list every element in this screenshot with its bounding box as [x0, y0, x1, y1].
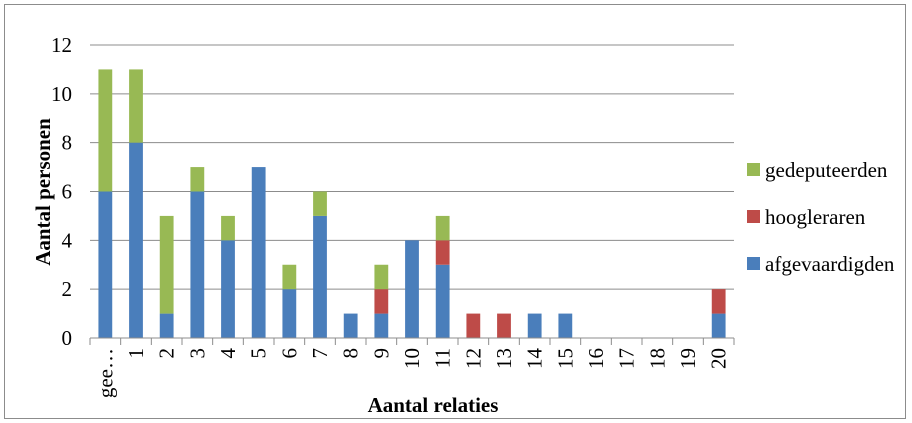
- y-tick-label: 0: [62, 326, 73, 350]
- y-tick-label: 8: [62, 131, 73, 155]
- bars: [98, 69, 726, 338]
- y-tick-label: 10: [51, 82, 72, 106]
- bar-gedeputeerden-9: [374, 264, 389, 290]
- bar-afgevaardigden-11: [435, 264, 450, 338]
- x-tick-label: 16: [584, 348, 608, 369]
- x-tick-label: 5: [247, 348, 271, 359]
- x-tick-label: 7: [308, 348, 332, 359]
- x-axis-title: Aantal relaties: [368, 393, 499, 417]
- y-tick-label: 12: [51, 33, 72, 57]
- x-tick-label: 12: [461, 348, 485, 369]
- x-tick-label: 15: [553, 348, 577, 369]
- bar-afgevaardigden-14: [527, 313, 542, 338]
- bar-gedeputeerden-3: [190, 167, 205, 192]
- bar-afgevaardigden-2: [159, 313, 174, 338]
- bar-afgevaardigden-6: [282, 289, 297, 338]
- legend-swatch-hoogleraren: [747, 210, 760, 223]
- x-tick-label: gee…: [93, 348, 117, 398]
- x-tick-label: 6: [277, 348, 301, 359]
- bar-afgevaardigden-10: [405, 240, 419, 338]
- x-tick-label: 18: [645, 348, 669, 369]
- legend-label-gedeputeerden: gedeputeerden: [765, 158, 888, 182]
- x-tick-label: 20: [707, 348, 731, 369]
- bar-afgevaardigden-20: [711, 313, 726, 338]
- legend-label-hoogleraren: hoogleraren: [765, 205, 866, 229]
- bar-gedeputeerden-gee…: [98, 69, 113, 192]
- bar-gedeputeerden-1: [129, 69, 143, 143]
- x-tick-label: 11: [431, 348, 455, 368]
- x-tick-label: 8: [339, 348, 363, 359]
- x-tick-label: 13: [492, 348, 516, 369]
- x-tick-label: 9: [369, 348, 393, 359]
- bar-gedeputeerden-4: [221, 215, 235, 241]
- x-tick-labels: gee… 1 2 3 4 5 6 7 8 9 10 11 12 13 14 15 16 17 18 19 20: [93, 348, 730, 399]
- bar-hoogleraren-11: [435, 240, 450, 265]
- x-tick-label: 3: [185, 348, 209, 359]
- y-tick-label: 4: [62, 228, 73, 252]
- bar-afgevaardigden-15: [558, 313, 573, 338]
- legend-swatch-afgevaardigden: [747, 257, 760, 270]
- bar-afgevaardigden-7: [313, 215, 327, 338]
- bar-afgevaardigden-3: [190, 191, 205, 338]
- bar-gedeputeerden-11: [435, 215, 450, 241]
- bar-hoogleraren-9: [374, 289, 389, 314]
- bar-afgevaardigden-1: [129, 142, 143, 338]
- x-tick-label: 17: [615, 348, 639, 369]
- bar-afgevaardigden-8: [343, 313, 358, 338]
- bar-afgevaardigden-5: [251, 167, 266, 338]
- axes: [89, 337, 735, 345]
- bar-hoogleraren-13: [497, 313, 511, 338]
- x-tick-label: 4: [216, 348, 240, 359]
- y-tick-label: 6: [62, 180, 73, 204]
- y-axis-title: Aantal personen: [31, 118, 55, 266]
- legend-label-afgevaardigden: afgevaardigden: [765, 252, 895, 276]
- bar-afgevaardigden-4: [221, 240, 235, 338]
- x-tick-label: 14: [523, 348, 547, 370]
- bar-gedeputeerden-6: [282, 264, 297, 290]
- bar-hoogleraren-12: [466, 313, 481, 338]
- x-tick-label: 2: [155, 348, 179, 359]
- bar-afgevaardigden-9: [374, 313, 389, 338]
- legend-swatch-gedeputeerden: [747, 163, 760, 176]
- y-tick-labels: 0 2 4 6 8 10 12: [51, 33, 73, 350]
- y-tick-label: 2: [62, 277, 73, 301]
- x-tick-label: 10: [400, 348, 424, 369]
- bar-hoogleraren-20: [711, 289, 726, 314]
- x-tick-label: 1: [124, 348, 148, 359]
- bar-gedeputeerden-2: [159, 215, 174, 314]
- bar-afgevaardigden-gee…: [98, 191, 113, 338]
- bar-gedeputeerden-7: [313, 191, 327, 216]
- legend: gedeputeerden hoogleraren afgevaardigden: [747, 158, 895, 276]
- x-tick-label: 19: [676, 348, 700, 369]
